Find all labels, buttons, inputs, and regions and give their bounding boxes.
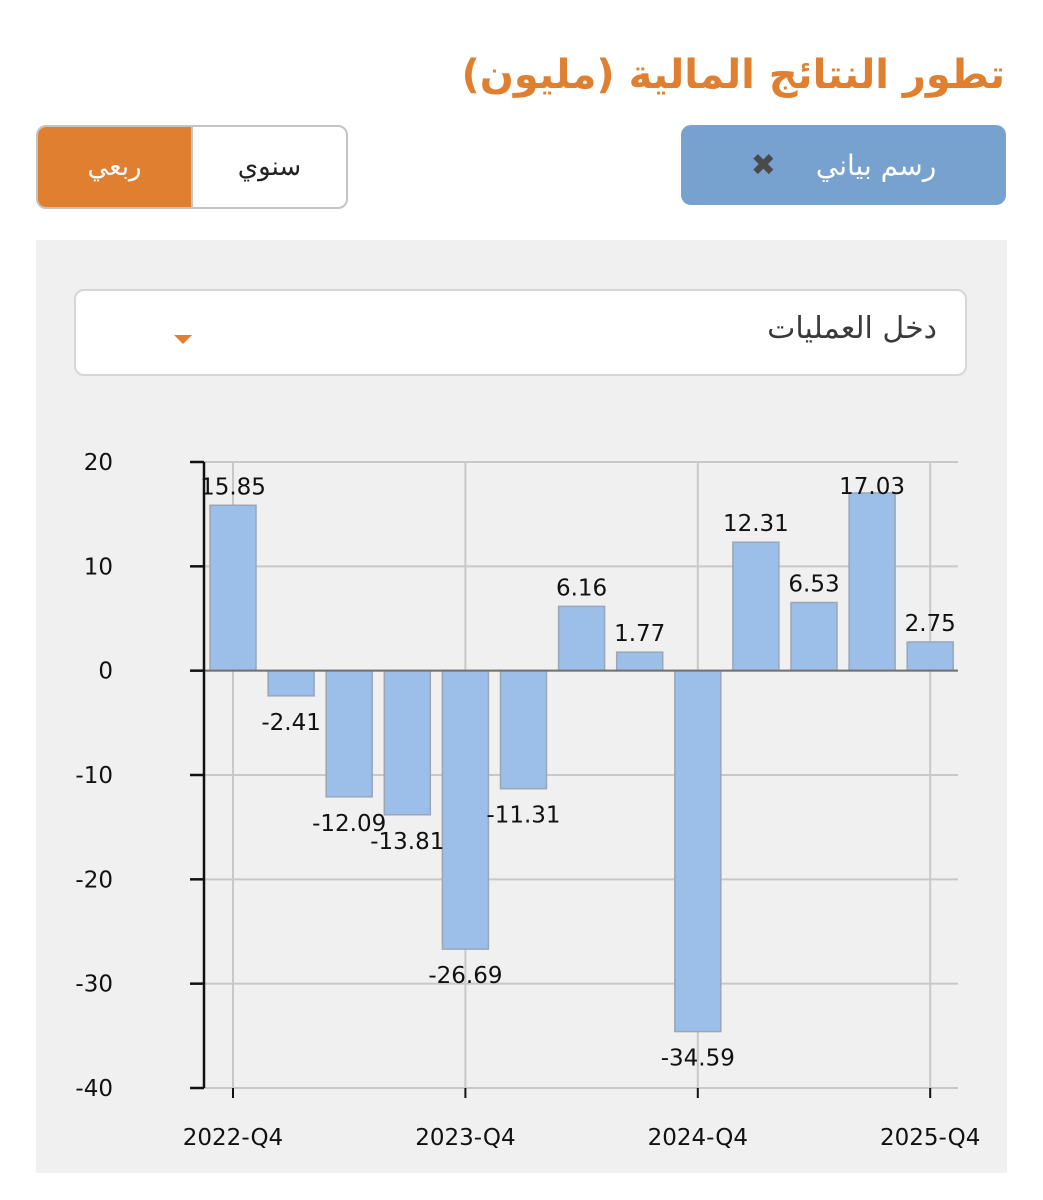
x-tick-label: 2023-Q4 [415, 1125, 515, 1151]
bar-2024-Q4 [674, 669, 722, 1033]
bar-2024-Q3 [615, 651, 664, 672]
data-label: 12.31 [723, 511, 789, 537]
bar-2025-Q3 [848, 492, 896, 672]
y-tick-label: 0 [98, 659, 113, 685]
metric-dropdown-value: دخل العمليات [767, 311, 937, 346]
metric-dropdown[interactable]: دخل العمليات [74, 289, 967, 376]
y-tick-label: -30 [75, 972, 113, 998]
bar-2023-Q3 [383, 669, 432, 816]
data-label: 1.77 [614, 621, 665, 647]
data-label: -12.09 [312, 811, 386, 837]
page-title: تطور النتائج المالية (مليون) [461, 52, 1006, 98]
y-tick-label: 20 [84, 450, 113, 476]
y-tick-label: -10 [75, 763, 113, 789]
data-label: -11.31 [486, 803, 560, 829]
data-label: 6.16 [556, 575, 607, 601]
data-label: 6.53 [788, 572, 839, 598]
period-toggle: ربعي سنوي [36, 125, 348, 209]
data-label: 17.03 [839, 474, 905, 500]
x-tick-label: 2025-Q4 [880, 1125, 980, 1151]
data-label: -2.41 [261, 710, 321, 736]
bar-2025-Q4 [906, 641, 954, 672]
bar-2024-Q2 [557, 605, 606, 672]
chevron-down-icon [174, 335, 192, 344]
data-label: 15.85 [200, 474, 266, 500]
data-label: -13.81 [370, 829, 444, 855]
bar-2023-Q2 [325, 669, 373, 798]
bar-2023-Q1 [267, 669, 315, 697]
y-tick-label: -40 [75, 1076, 113, 1102]
y-tick-label: -20 [75, 867, 113, 893]
annual-toggle-button[interactable]: سنوي [191, 127, 346, 207]
bar-2022-Q4 [209, 504, 257, 672]
bar-2024-Q1 [499, 669, 548, 790]
x-tick-label: 2022-Q4 [183, 1125, 283, 1151]
bar-2025-Q1 [732, 541, 780, 672]
data-label: -26.69 [428, 963, 502, 989]
bar-2023-Q4 [441, 669, 490, 950]
data-label: 2.75 [905, 611, 956, 637]
close-icon: ✖ [750, 147, 776, 183]
data-label: -34.59 [661, 1046, 735, 1072]
chart-view-button[interactable]: رسم بياني ✖ [681, 125, 1006, 205]
x-tick-label: 2024-Q4 [648, 1125, 748, 1151]
bar-2025-Q2 [790, 601, 838, 672]
chart-button-label: رسم بياني [815, 148, 937, 182]
y-tick-label: 10 [84, 554, 113, 580]
quarterly-toggle-button[interactable]: ربعي [38, 127, 191, 207]
